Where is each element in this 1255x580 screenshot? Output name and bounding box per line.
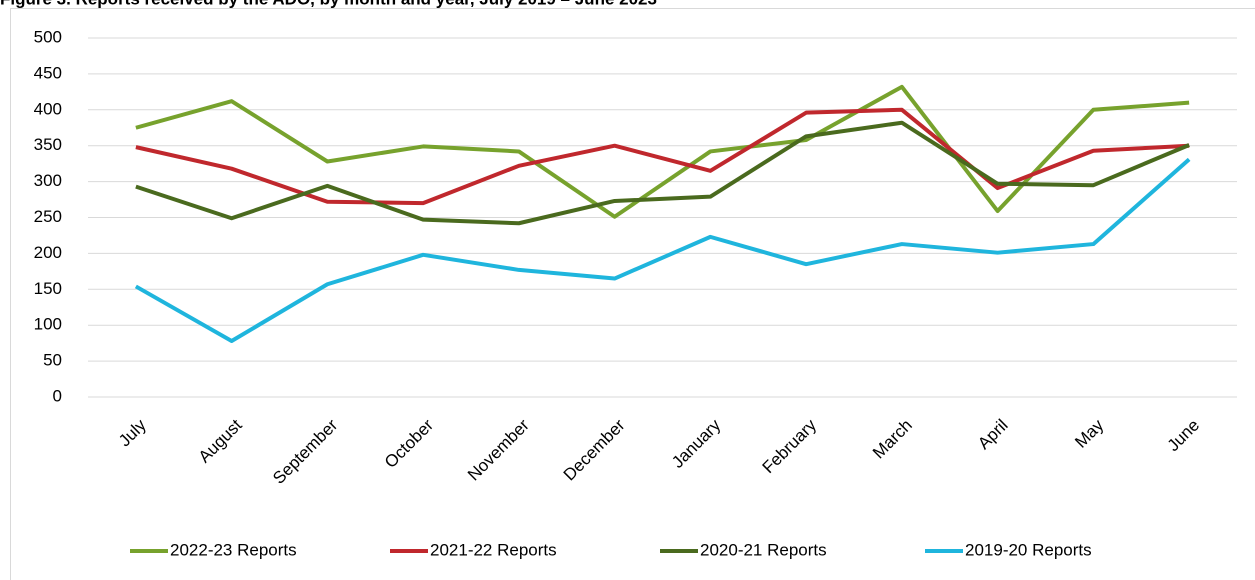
- x-tick-label: March: [869, 416, 916, 463]
- x-tick-label: June: [1164, 416, 1204, 456]
- y-tick-label: 350: [34, 135, 62, 154]
- series-line: [135, 107, 1190, 206]
- series-line: [135, 120, 1190, 226]
- legend-label: 2021-22 Reports: [430, 540, 557, 559]
- chart-title: Figure 3. Reports received by the ADO, b…: [0, 0, 657, 8]
- x-tick-label: May: [1071, 415, 1107, 451]
- y-tick-label: 250: [34, 207, 62, 226]
- chart-border: [10, 8, 1255, 580]
- x-tick-label: February: [759, 415, 821, 477]
- y-tick-label: 450: [34, 63, 62, 82]
- legend-label: 2020-21 Reports: [700, 540, 827, 559]
- y-tick-label: 0: [53, 386, 62, 405]
- x-tick-label: September: [269, 415, 341, 487]
- y-tick-label: 500: [34, 27, 62, 46]
- x-tick-label: January: [668, 415, 725, 472]
- legend-label: 2019-20 Reports: [965, 540, 1092, 559]
- x-tick-label: April: [974, 416, 1011, 453]
- x-tick-label: November: [464, 415, 533, 484]
- x-tick-label: October: [381, 415, 437, 471]
- x-tick-label: December: [560, 415, 629, 484]
- y-tick-label: 50: [43, 351, 62, 370]
- legend-label: 2022-23 Reports: [170, 540, 297, 559]
- y-tick-label: 150: [34, 279, 62, 298]
- y-tick-label: 300: [34, 171, 62, 190]
- y-tick-label: 200: [34, 243, 62, 262]
- y-tick-label: 100: [34, 315, 62, 334]
- x-tick-label: July: [115, 415, 150, 450]
- y-tick-label: 400: [34, 99, 62, 118]
- x-tick-label: August: [195, 415, 246, 466]
- series-line: [135, 84, 1190, 219]
- series-line: [134, 157, 1191, 343]
